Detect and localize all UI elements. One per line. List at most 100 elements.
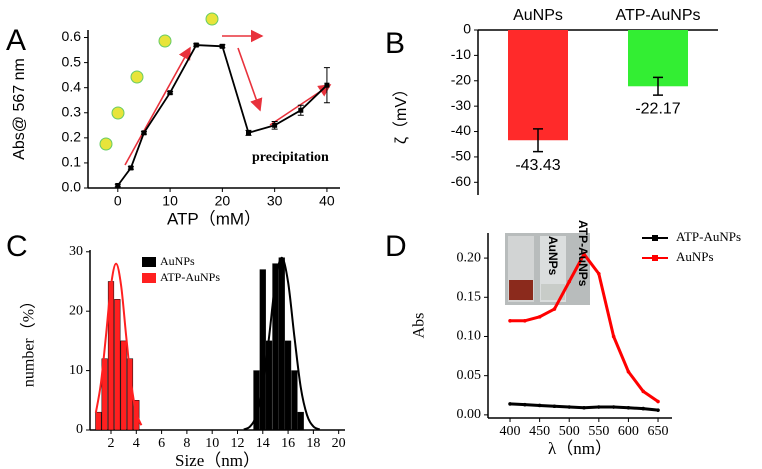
point <box>537 403 542 408</box>
y-axis-label: Abs@ 567 nm <box>11 58 28 160</box>
error-bar <box>533 128 543 153</box>
y-axis-label: number（%） <box>20 293 38 387</box>
point <box>219 43 225 49</box>
bar <box>114 299 121 431</box>
point <box>626 369 631 374</box>
point <box>508 318 512 323</box>
y-tick-label: -20 <box>451 71 471 87</box>
bar <box>508 30 568 141</box>
legend-label: ATP-AuNPs <box>160 270 220 284</box>
panel-letter: C <box>6 230 28 263</box>
bar <box>284 340 292 431</box>
point <box>272 122 278 128</box>
point <box>567 405 572 409</box>
legend-label: ATP-AuNPs <box>676 229 741 244</box>
x-axis-label: λ（nm） <box>548 439 612 458</box>
series-line <box>117 44 328 187</box>
x-tick-label: 10 <box>162 193 178 209</box>
x-axis-label: Size（nm） <box>175 451 260 469</box>
legend-label: AuNPs <box>160 254 195 268</box>
point <box>567 279 572 284</box>
bar <box>120 340 127 431</box>
point <box>167 90 173 96</box>
x-tick-label: 14 <box>256 436 270 451</box>
y-tick-label: -10 <box>451 46 471 62</box>
x-tick-label: 4 <box>133 436 140 451</box>
y-tick-label: 0.00 <box>457 407 482 422</box>
point <box>523 318 527 323</box>
point <box>611 405 616 409</box>
point <box>193 42 199 48</box>
point <box>298 107 304 113</box>
bar <box>297 411 304 431</box>
x-tick-label: 10 <box>205 436 219 451</box>
error-bar <box>653 76 663 96</box>
y-tick-label: -50 <box>451 148 471 164</box>
y-tick-label: 0.15 <box>457 289 482 304</box>
legend-swatch <box>142 257 156 267</box>
bar <box>253 370 260 431</box>
y-tick-label: 0.0 <box>62 179 82 195</box>
y-axis-label: Abs <box>411 313 428 339</box>
bar <box>95 411 102 431</box>
bar <box>278 257 285 431</box>
point <box>537 315 542 319</box>
x-tick-label: 16 <box>281 436 295 451</box>
bar <box>272 263 279 431</box>
legend-swatch <box>142 273 156 283</box>
point <box>611 334 616 339</box>
point <box>582 406 586 410</box>
x-tick-label: 400 <box>500 424 521 439</box>
x-tick-label: 18 <box>306 436 320 451</box>
y-tick-label: 0.20 <box>457 250 482 265</box>
x-tick-label: 30 <box>267 193 283 209</box>
x-tick-label: 650 <box>648 424 669 439</box>
x-tick-label: 450 <box>529 424 550 439</box>
y-tick-label: 0 <box>463 21 471 37</box>
point <box>626 406 631 410</box>
x-tick-label: 550 <box>588 424 609 439</box>
point <box>552 307 557 311</box>
y-tick-label: 0.6 <box>62 28 82 44</box>
trend-arrows <box>124 29 332 166</box>
y-tick-label: 0.05 <box>457 368 482 383</box>
x-tick-label: 600 <box>618 424 639 439</box>
x-tick-label: 12 <box>230 436 244 451</box>
bar <box>259 269 266 431</box>
y-tick-label: 0.2 <box>62 129 82 145</box>
fit-curve <box>243 256 321 431</box>
value-label: -43.43 <box>515 157 560 174</box>
point <box>115 182 121 188</box>
y-tick-label: 30 <box>69 244 83 259</box>
y-tick-label: 0.5 <box>62 53 82 69</box>
point <box>597 405 601 409</box>
point <box>128 165 134 171</box>
y-tick-label: -30 <box>451 97 471 113</box>
point <box>324 82 330 88</box>
category-label: AuNPs <box>513 7 563 24</box>
panel-letter: A <box>6 24 26 57</box>
y-tick-label: 20 <box>69 303 83 318</box>
x-tick-label: 0 <box>114 193 122 209</box>
panel: B 0 -10 -20 -30 -40 -50 -60 ζ（mV） AuNPs -43.43 ATP-… <box>385 7 718 195</box>
point <box>523 402 527 407</box>
point <box>597 271 601 276</box>
x-tick-label: 20 <box>215 193 231 209</box>
inset-label: ATP-AuNPs <box>576 220 590 287</box>
legend-marker <box>652 235 658 241</box>
x-tick-label: 2 <box>107 436 114 451</box>
y-tick-label: 0.1 <box>62 154 82 170</box>
panel: C 0 10 20 30 number（%） 2 4 6 8 10 12 14 16 18 20 Size（nm… <box>6 230 346 469</box>
y-tick-label: -60 <box>451 173 471 189</box>
y-tick-label: 0 <box>76 422 83 437</box>
panel: A 0.0 0.1 0.2 0.3 0.4 0.5 0.6 Abs@ 567 nm 0 10 20 30… <box>6 24 340 228</box>
point <box>141 130 147 136</box>
legend-label: AuNPs <box>676 249 714 264</box>
point <box>641 406 646 411</box>
annotation: precipitation <box>252 150 329 165</box>
point <box>641 389 646 394</box>
fit-curve <box>94 262 143 426</box>
x-tick-label: 500 <box>559 424 580 439</box>
panel-letter: D <box>385 230 407 263</box>
